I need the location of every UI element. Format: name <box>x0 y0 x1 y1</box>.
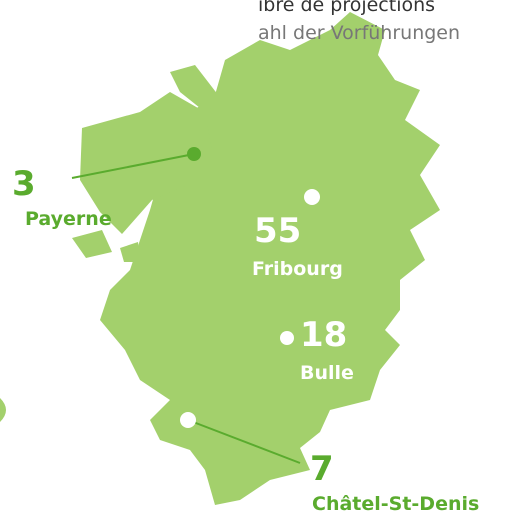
count: 55 <box>254 211 301 251</box>
location-dot <box>280 331 294 345</box>
count: 3 <box>12 164 36 204</box>
leader-line <box>187 419 301 464</box>
enclave-edge <box>0 398 6 422</box>
count: 7 <box>310 449 334 489</box>
subtitle: ahl der Vorführungen <box>258 22 460 44</box>
city-name: Payerne <box>25 208 112 230</box>
enclave-small <box>72 230 112 258</box>
city-name: Châtel-St-Denis <box>312 493 479 515</box>
location-dot <box>180 412 196 428</box>
title: ibre de projections <box>258 0 435 16</box>
city-name: Bulle <box>300 362 354 384</box>
canton-shape <box>0 12 440 505</box>
city-name: Fribourg <box>252 258 343 280</box>
enclave-small <box>120 242 140 262</box>
count: 18 <box>300 315 347 355</box>
location-dot <box>304 189 320 205</box>
leader-line <box>71 153 195 179</box>
location-dot <box>187 147 201 161</box>
enclave-strip <box>170 65 222 112</box>
